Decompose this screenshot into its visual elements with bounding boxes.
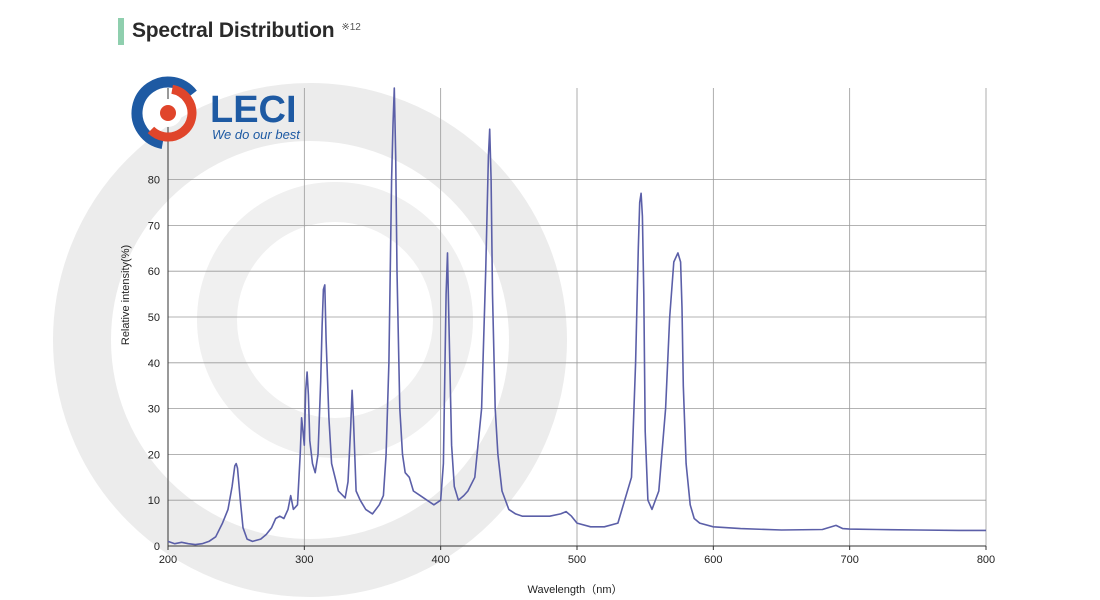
x-tick-label: 800 [977, 554, 995, 566]
logo-wordmark: LECI [210, 89, 297, 131]
y-tick-label: 10 [148, 495, 160, 507]
x-axis-label: Wavelength（nm） [528, 583, 623, 596]
y-tick-label: 60 [148, 266, 160, 278]
y-tick-label: 50 [148, 312, 160, 324]
x-tick-label: 500 [568, 554, 586, 566]
x-tick-label: 700 [840, 554, 858, 566]
chart-axes [167, 88, 987, 550]
y-tick-label: 0 [154, 541, 160, 553]
x-tick-label: 400 [431, 554, 449, 566]
watermark-logo [53, 83, 567, 597]
x-tick-label: 600 [704, 554, 722, 566]
chart-grid [167, 88, 987, 546]
header-accent-bar [118, 17, 124, 45]
y-tick-label: 70 [148, 220, 160, 232]
chart-ticks: 200 300 400 500 600 700 800 0 10 20 30 40 50 60 70 80 [148, 175, 995, 566]
x-tick-label: 200 [159, 554, 177, 566]
logo-tagline: We do our best [212, 127, 301, 142]
y-tick-label: 20 [148, 449, 160, 461]
x-tick-label: 300 [295, 554, 313, 566]
y-axis-label: Relative intensity(%) [120, 245, 132, 345]
leci-logo-mark [131, 76, 205, 150]
page-title: Spectral Distribution [132, 19, 335, 42]
section-header: Spectral Distribution ※12 [118, 16, 361, 46]
leci-logo: LECI We do our best [131, 76, 301, 150]
footnote-marker: ※12 [341, 21, 361, 33]
y-tick-label: 40 [148, 358, 160, 370]
spectrum-line [167, 87, 986, 546]
y-tick-label: 80 [148, 175, 160, 187]
y-tick-label: 30 [148, 404, 160, 416]
